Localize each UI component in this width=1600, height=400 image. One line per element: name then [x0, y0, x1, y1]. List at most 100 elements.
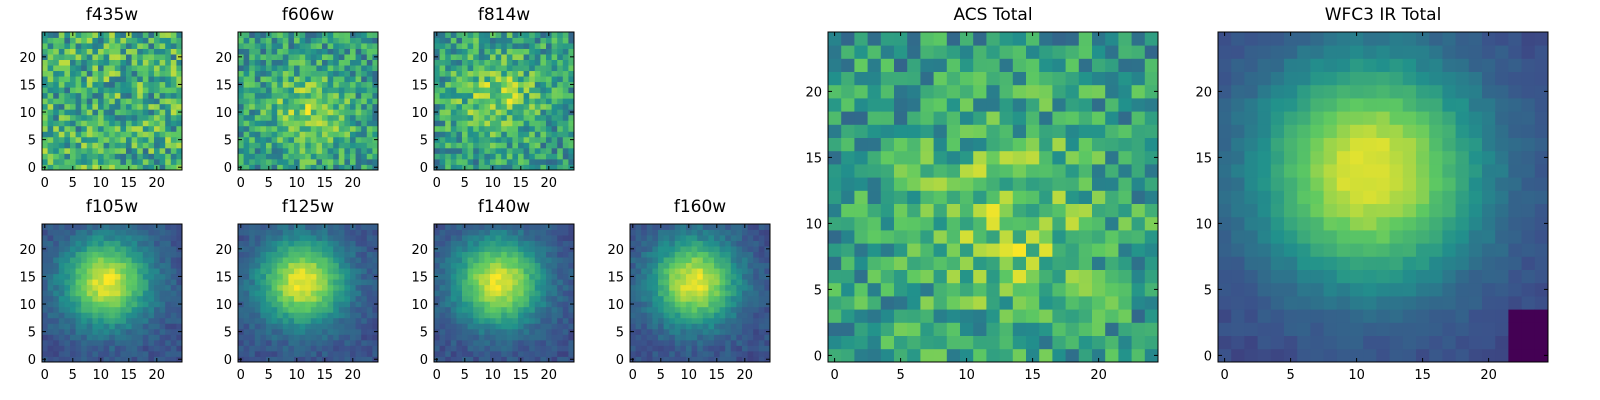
- heatmap-cell: [333, 306, 340, 313]
- heatmap-cell: [148, 131, 155, 138]
- heatmap-cell: [316, 153, 323, 160]
- heatmap-cell: [506, 240, 513, 247]
- heatmap-cell: [434, 334, 440, 341]
- heatmap-cell: [523, 70, 530, 77]
- heatmap-cell: [512, 328, 519, 335]
- heatmap-cell: [880, 58, 895, 72]
- heatmap-cell: [828, 111, 842, 125]
- heatmap-cell: [282, 92, 289, 99]
- heatmap-cell: [338, 98, 345, 105]
- heatmap-cell: [484, 345, 491, 352]
- heatmap-cell: [490, 158, 496, 165]
- heatmap-cell: [355, 273, 362, 280]
- heatmap-cell: [338, 120, 345, 127]
- heatmap-cell: [86, 328, 93, 335]
- heatmap-cell: [322, 251, 328, 258]
- heatmap-cell: [176, 339, 183, 346]
- heatmap-cell: [75, 224, 82, 230]
- heatmap-cell: [973, 164, 987, 178]
- heatmap-cell: [894, 216, 908, 231]
- heatmap-cell: [495, 224, 502, 230]
- heatmap-cell: [501, 279, 508, 286]
- heatmap-cell: [986, 58, 1000, 72]
- heatmap-cell: [478, 98, 485, 105]
- heatmap-cell: [512, 290, 519, 297]
- heatmap-cell: [534, 328, 541, 335]
- heatmap-cell: [540, 158, 547, 165]
- heatmap-cell: [462, 229, 468, 236]
- heatmap-cell: [478, 54, 485, 60]
- heatmap-cell: [103, 92, 110, 99]
- heatmap-cell: [260, 65, 267, 72]
- heatmap-cell: [254, 268, 261, 275]
- heatmap-cell: [355, 81, 362, 88]
- heatmap-cell: [81, 301, 88, 308]
- heatmap-cell: [534, 103, 541, 110]
- heatmap-cell: [652, 356, 659, 363]
- heatmap-cell: [58, 224, 65, 230]
- heatmap-cell: [506, 246, 513, 252]
- heatmap-cell: [114, 229, 121, 236]
- heatmap-cell: [674, 306, 681, 313]
- heatmap-cell: [70, 279, 76, 286]
- heatmap-cell: [120, 70, 127, 77]
- heatmap-cell: [372, 345, 379, 352]
- heatmap-cell: [986, 164, 1000, 178]
- heatmap-cell: [103, 59, 110, 66]
- heatmap-cell: [674, 240, 681, 247]
- heatmap-cell: [260, 153, 267, 160]
- heatmap-cell: [635, 345, 642, 352]
- heatmap-cell: [546, 306, 552, 313]
- heatmap-cell: [103, 87, 110, 94]
- heatmap-cell: [518, 262, 524, 269]
- heatmap-cell: [131, 224, 138, 230]
- heatmap-cell: [42, 92, 48, 99]
- heatmap-cell: [484, 240, 491, 247]
- heatmap-cell: [254, 251, 261, 258]
- heatmap-cell: [894, 137, 908, 152]
- heatmap-cell: [294, 142, 300, 149]
- heatmap-cell: [42, 279, 48, 286]
- heatmap-cell: [159, 240, 166, 247]
- heatmap-cell: [176, 70, 183, 77]
- heatmap-cell: [450, 158, 457, 165]
- heatmap-cell: [327, 125, 334, 132]
- heatmap-cell: [663, 295, 670, 302]
- heatmap-cell: [736, 339, 743, 346]
- heatmap-cell: [960, 150, 974, 165]
- heatmap-cell: [92, 103, 99, 110]
- heatmap-cell: [260, 48, 267, 55]
- heatmap-cell: [305, 235, 312, 241]
- heatmap-cell: [674, 312, 681, 319]
- heatmap-cell: [562, 147, 569, 154]
- heatmap-cell: [467, 284, 474, 291]
- heatmap-cell: [327, 120, 334, 127]
- heatmap-cell: [316, 103, 323, 110]
- heatmap-cell: [277, 59, 284, 66]
- heatmap-cell: [686, 323, 692, 330]
- heatmap-cell: [64, 350, 71, 357]
- heatmap-cell: [361, 339, 368, 346]
- heatmap-cell: [557, 37, 564, 44]
- heatmap-cell: [98, 323, 104, 330]
- heatmap-cell: [58, 59, 65, 66]
- heatmap-cell: [42, 153, 48, 160]
- heatmap-cell: [730, 339, 737, 346]
- heatmap-cell: [260, 317, 267, 324]
- heatmap-cell: [445, 70, 452, 77]
- heatmap-cell: [867, 124, 882, 138]
- heatmap-cell: [450, 246, 457, 252]
- heatmap-cell: [288, 251, 295, 258]
- heatmap-cell: [854, 71, 868, 86]
- heatmap-cell: [960, 203, 974, 218]
- heatmap-cell: [333, 98, 340, 105]
- heatmap-cell: [434, 147, 440, 154]
- heatmap-cell: [506, 98, 513, 105]
- heatmap-cell: [92, 295, 99, 302]
- heatmap-cell: [880, 269, 895, 284]
- heatmap-cell: [148, 306, 155, 313]
- heatmap-cell: [333, 87, 340, 94]
- heatmap-cell: [103, 295, 110, 302]
- heatmap-cell: [120, 131, 127, 138]
- heatmap-cell: [170, 92, 177, 99]
